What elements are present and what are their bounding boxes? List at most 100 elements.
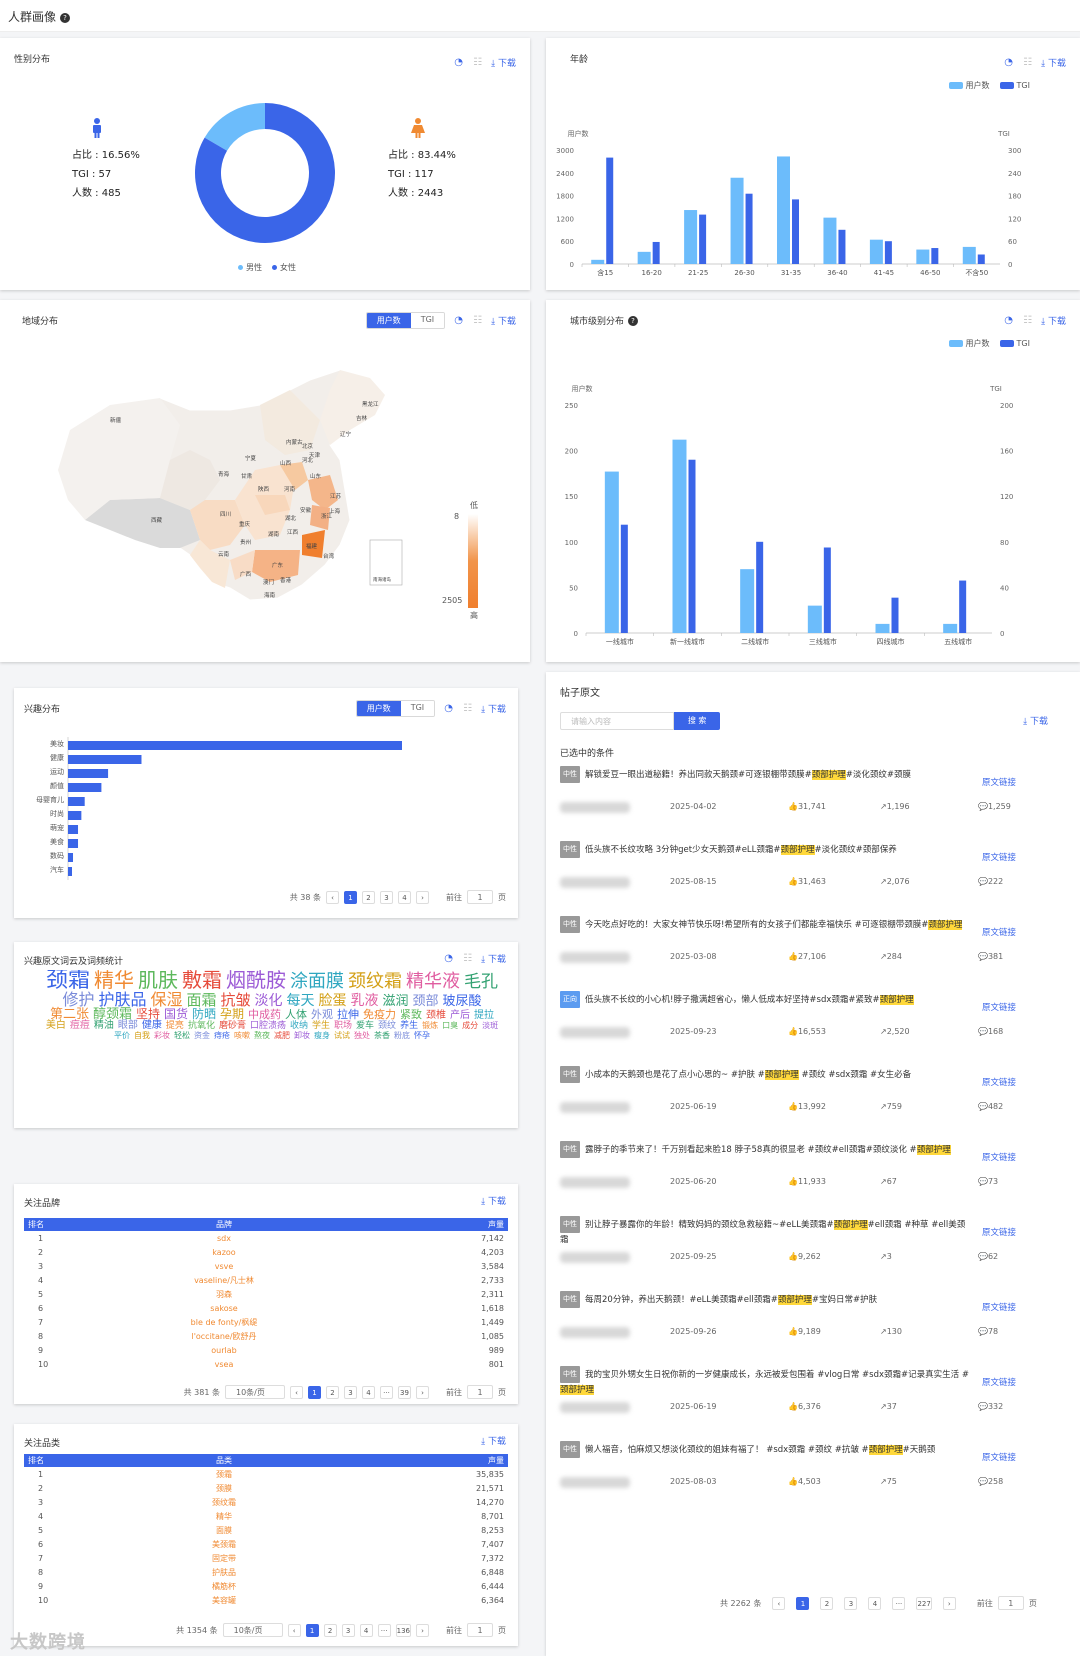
table-icon[interactable]: ☷ — [1023, 57, 1033, 68]
page-3[interactable]: 3 — [344, 1385, 357, 1399]
page-2[interactable]: 2 — [820, 1596, 834, 1610]
page-ellipsis[interactable]: ··· — [377, 1623, 391, 1637]
download-button[interactable]: ⤓ 下载 — [481, 705, 506, 715]
download-button[interactable]: ⤓ 下载 — [491, 59, 516, 69]
interest-bar[interactable] — [68, 783, 102, 792]
pie-chart-icon[interactable]: ◔ — [454, 57, 463, 68]
cloud-word[interactable]: 精油 — [93, 1020, 114, 1031]
cloud-word[interactable]: 颈霜 — [45, 970, 90, 993]
cloud-word[interactable]: 美白 — [45, 1020, 66, 1031]
cloud-word[interactable]: 紧致 — [400, 1008, 423, 1021]
interest-bar[interactable] — [68, 825, 79, 834]
cloud-word[interactable]: 怀孕 — [414, 1031, 430, 1040]
cloud-word[interactable]: 提拉 — [474, 1010, 495, 1021]
table-icon[interactable]: ☷ — [473, 57, 483, 68]
cloud-word[interactable]: 痘痘 — [69, 1020, 90, 1031]
toggle-users[interactable]: 用户数 — [366, 313, 411, 328]
interest-bar[interactable] — [68, 741, 402, 750]
cloud-word[interactable]: 平价 — [114, 1031, 130, 1040]
page-3[interactable]: 3 — [844, 1596, 858, 1610]
cloud-word[interactable]: 口腔溃疡 — [249, 1021, 286, 1031]
cloud-word[interactable]: 熬夜 — [254, 1031, 270, 1040]
table-icon[interactable]: ☷ — [473, 315, 483, 326]
cloud-word[interactable]: 保湿 — [150, 990, 183, 1009]
next-page-button[interactable]: › — [416, 890, 429, 904]
bar-users[interactable] — [604, 471, 619, 633]
bar-users[interactable] — [943, 623, 958, 633]
bar-tgi[interactable] — [606, 157, 614, 264]
original-link[interactable]: 原文链接 — [981, 928, 1016, 938]
bar-users[interactable] — [672, 439, 687, 633]
page-size-select[interactable]: 10条/页 — [225, 1385, 285, 1399]
cloud-word[interactable]: 颈纹霜 — [348, 971, 402, 992]
cloud-word[interactable]: 磨砂膏 — [218, 1021, 246, 1031]
cloud-word[interactable]: 自我 — [134, 1031, 150, 1040]
page-1[interactable]: 1 — [305, 1623, 319, 1637]
cloud-word[interactable]: 脸蛋 — [318, 993, 347, 1009]
name-cell[interactable]: sdx — [217, 1233, 231, 1243]
cloud-word[interactable]: 收纳 — [289, 1021, 308, 1031]
cloud-word[interactable]: 滋润 — [382, 994, 409, 1009]
name-cell[interactable]: 颈纹霜 — [212, 1497, 236, 1507]
legend-male[interactable]: 男性 — [238, 262, 262, 273]
cloud-word[interactable]: 茶香 — [374, 1031, 390, 1040]
prev-page-button[interactable]: ‹ — [290, 1385, 303, 1399]
download-button[interactable]: ⤓ 下载 — [481, 1437, 506, 1447]
search-input[interactable]: 请输入内容 — [560, 712, 675, 730]
toggle-tgi[interactable]: TGI — [410, 313, 445, 328]
legend-female[interactable]: 女性 — [272, 262, 296, 273]
cloud-word[interactable]: 第二张 — [49, 1007, 89, 1022]
download-button[interactable]: ⤓ 下载 — [1023, 717, 1048, 727]
download-button[interactable]: ⤓ 下载 — [491, 317, 516, 327]
cloud-word[interactable]: 独处 — [354, 1031, 370, 1040]
cloud-word[interactable]: 颈部 — [412, 994, 439, 1009]
bar-users[interactable] — [823, 217, 837, 264]
name-cell[interactable]: 颈霜 — [216, 1469, 232, 1479]
cloud-word[interactable]: 坚持 — [135, 1007, 160, 1021]
interest-bar[interactable] — [68, 853, 74, 862]
goto-page-input[interactable]: 1 — [467, 890, 493, 904]
download-button[interactable]: ⤓ 下载 — [481, 955, 506, 965]
page-3[interactable]: 3 — [380, 890, 393, 904]
bar-tgi[interactable] — [620, 524, 628, 633]
cloud-word[interactable]: 锻炼 — [422, 1021, 439, 1030]
page-size-select[interactable]: 10条/页 — [222, 1623, 283, 1637]
prev-page-button[interactable]: ‹ — [287, 1623, 301, 1637]
table-icon[interactable]: ☷ — [463, 953, 473, 964]
name-cell[interactable]: sakose — [210, 1303, 238, 1313]
original-link[interactable]: 原文链接 — [981, 1303, 1016, 1313]
cloud-word[interactable]: 烟酰胺 — [226, 970, 286, 992]
name-cell[interactable]: 橘筋杯 — [212, 1581, 236, 1591]
goto-page-input[interactable]: 1 — [467, 1623, 493, 1637]
prev-page-button[interactable]: ‹ — [326, 890, 339, 904]
page-1[interactable]: 1 — [308, 1385, 321, 1399]
legend-users[interactable]: 用户数 — [948, 80, 990, 91]
bar-users[interactable] — [875, 623, 890, 633]
goto-page-input[interactable]: 1 — [997, 1596, 1024, 1610]
name-cell[interactable]: 颈膜 — [216, 1483, 232, 1493]
name-cell[interactable]: ble de fonty/枫缇 — [190, 1317, 258, 1327]
bar-tgi[interactable] — [884, 241, 892, 264]
cloud-word[interactable]: 每天 — [286, 993, 315, 1009]
download-button[interactable]: ⤓ 下载 — [1041, 317, 1066, 327]
name-cell[interactable]: ourlab — [211, 1345, 237, 1355]
cloud-word[interactable]: 玻尿酸 — [442, 994, 482, 1009]
legend-tgi[interactable]: TGI — [999, 81, 1030, 90]
name-cell[interactable]: 羽森 — [216, 1289, 232, 1299]
donut-slice-female[interactable] — [194, 103, 335, 243]
bar-users[interactable] — [807, 605, 822, 633]
pie-chart-icon[interactable]: ◔ — [444, 703, 453, 714]
original-link[interactable]: 原文链接 — [981, 1003, 1016, 1013]
name-cell[interactable]: 精华 — [216, 1511, 232, 1521]
pie-chart-icon[interactable]: ◔ — [454, 315, 463, 326]
cloud-word[interactable]: 防晒 — [192, 1007, 217, 1021]
cloud-word[interactable]: 健康 — [141, 1020, 162, 1031]
name-cell[interactable]: 面膜 — [216, 1525, 232, 1535]
bar-users[interactable] — [637, 251, 651, 264]
cloud-word[interactable]: 职场 — [334, 1021, 353, 1031]
cloud-word[interactable]: 产后 — [450, 1010, 471, 1021]
bar-users[interactable] — [916, 249, 930, 264]
cloud-word[interactable]: 孕期 — [220, 1007, 245, 1021]
cloud-word[interactable]: 涂面膜 — [290, 971, 344, 992]
cloud-word[interactable]: 口臭 — [442, 1021, 459, 1030]
